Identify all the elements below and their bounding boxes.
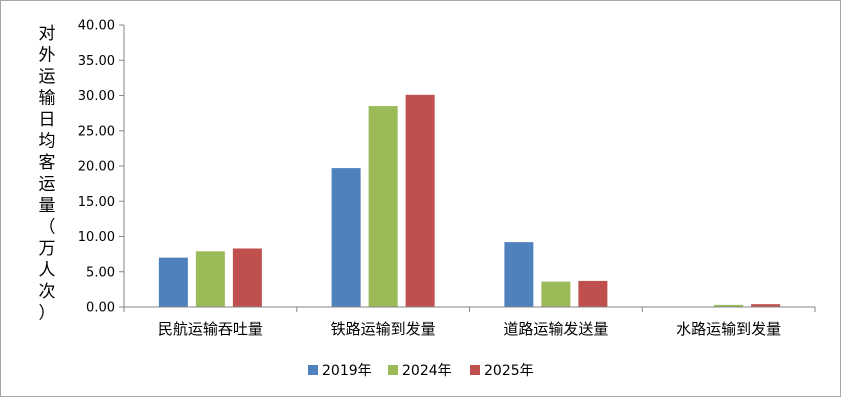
legend-swatch-2024年 [388, 365, 398, 375]
y-axis-label: 对外运输日均客运量（万人次） [39, 24, 56, 324]
bar-2024年-2 [541, 281, 571, 307]
y-tick-label: 5.00 [86, 265, 115, 280]
legend-swatch-2019年 [308, 365, 318, 375]
bar-2024年-0 [195, 251, 225, 307]
bar-2025年-0 [232, 248, 262, 307]
bar-2019年-2 [504, 242, 534, 307]
bar-2019年-0 [158, 257, 188, 307]
axes [119, 24, 816, 312]
legend: 2019年 2024年 2025年 [308, 363, 534, 379]
bars [158, 94, 781, 307]
x-axis-categories: 民航运输吞吐量 铁路运输到发量 道路运输发送量 水路运输到发量 [158, 320, 781, 338]
y-tick-label: 10.00 [78, 230, 115, 245]
bar-2025年-2 [578, 280, 608, 307]
y-tick-label: 15.00 [78, 195, 115, 210]
bar-2024年-1 [368, 106, 398, 307]
y-axis-title: 对外运输日均客运量（万人次） [39, 24, 56, 324]
y-tick-label: 30.00 [78, 89, 115, 104]
legend-swatch-2025年 [470, 365, 480, 375]
y-tick-label: 20.00 [78, 160, 115, 175]
y-axis-ticks: 0.00 5.00 10.00 15.00 20.00 25.00 30.00 35.00 40… [78, 19, 115, 316]
bar-2025年-1 [405, 94, 435, 307]
legend-label: 2024年 [402, 363, 452, 379]
bar-2019年-1 [331, 168, 361, 307]
x-category-label: 道路运输发送量 [503, 320, 608, 338]
legend-label: 2019年 [322, 363, 372, 379]
bar-2025年-3 [751, 304, 781, 307]
y-tick-label: 0.00 [86, 301, 115, 316]
bar-2024年-3 [714, 304, 744, 307]
y-tick-label: 40.00 [78, 19, 115, 34]
x-category-label: 铁路运输到发量 [331, 320, 436, 338]
y-tick-label: 25.00 [78, 124, 115, 139]
legend-label: 2025年 [484, 363, 534, 379]
x-category-label: 水路运输到发量 [676, 320, 781, 338]
x-category-label: 民航运输吞吐量 [158, 320, 263, 338]
y-tick-label: 35.00 [78, 54, 115, 69]
